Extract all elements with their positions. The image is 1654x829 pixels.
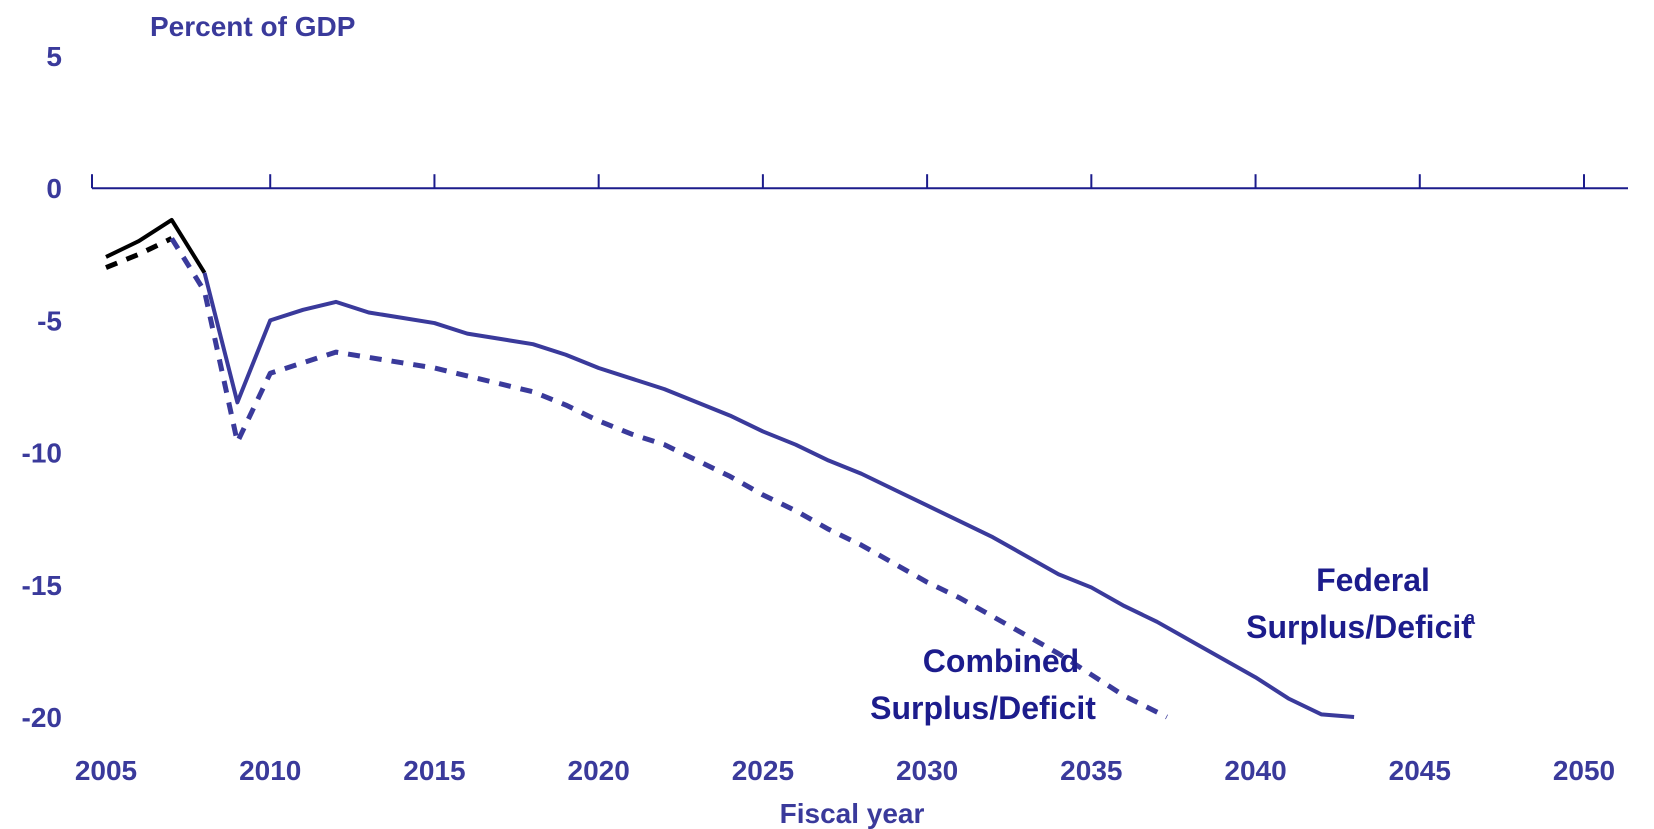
x-tick-label: 2025	[732, 755, 794, 786]
y-axis-tick-labels: 5 0 -5 -10 -15 -20	[22, 41, 62, 733]
x-tick-label: 2050	[1553, 755, 1615, 786]
y-tick-label: -5	[37, 305, 62, 336]
y-axis-title: Percent of GDP	[150, 11, 355, 42]
x-tick-label: 2035	[1060, 755, 1122, 786]
x-tick-label: 2030	[896, 755, 958, 786]
combined-label-line2: Surplus/Deficit	[870, 690, 1096, 726]
y-tick-label: -20	[22, 702, 62, 733]
federal-label-line2: Surplus/Deficit	[1246, 609, 1472, 645]
x-axis	[92, 174, 1628, 188]
x-axis-title: Fiscal year	[780, 798, 925, 829]
x-tick-label: 2010	[239, 755, 301, 786]
series-lines	[106, 220, 1354, 717]
x-tick-label: 2020	[568, 755, 630, 786]
y-tick-label: 0	[46, 173, 62, 204]
combined-series-label: Combined Surplus/Deficit	[870, 643, 1096, 726]
federal-label-line1: Federal	[1316, 562, 1430, 598]
y-tick-label: -15	[22, 570, 62, 601]
y-tick-label: -10	[22, 438, 62, 469]
y-tick-label: 5	[46, 41, 62, 72]
x-axis-tick-labels: 2005 2010 2015 2020 2025 2030 2035 2040 2045 2050	[75, 755, 1615, 786]
x-tick-label: 2045	[1389, 755, 1451, 786]
x-tick-label: 2005	[75, 755, 137, 786]
x-tick-label: 2015	[403, 755, 465, 786]
x-tick-label: 2040	[1224, 755, 1286, 786]
federal-series-label: Federal Surplus/Deficit a	[1246, 562, 1476, 645]
federal-footnote-marker: a	[1465, 608, 1476, 628]
combined-label-line1: Combined	[923, 643, 1079, 679]
federal-projection-line	[205, 273, 1355, 717]
